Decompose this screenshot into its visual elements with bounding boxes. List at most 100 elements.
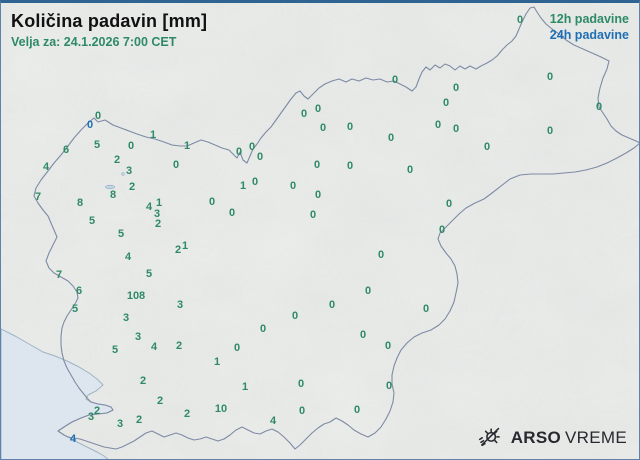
station-value: 4: [42, 161, 50, 173]
station-value: 0: [346, 121, 354, 133]
station-value: 0: [391, 74, 399, 86]
station-value: 10: [214, 403, 228, 415]
station-value: 0: [438, 224, 446, 236]
station-value: 0: [364, 285, 372, 297]
station-value: 2: [113, 154, 121, 166]
valid-time-label: Velja za: 24.1.2026 7:00 CET: [11, 35, 177, 49]
station-value: 1: [181, 240, 189, 252]
sun-weather-icon: [478, 427, 500, 446]
station-value: 0: [546, 71, 554, 83]
station-value: 4: [69, 433, 77, 445]
station-value: 0: [256, 151, 264, 163]
logo-text: ARSO VREME: [511, 428, 627, 448]
station-value: 0: [353, 404, 361, 416]
station-value: 5: [117, 228, 125, 240]
station-value: 0: [406, 164, 414, 176]
station-value: 0: [259, 323, 267, 335]
station-value: 7: [34, 191, 42, 203]
station-value: 0: [289, 180, 297, 192]
lake-bohinj: [105, 184, 115, 190]
station-value: 2: [174, 244, 182, 256]
slovenia-basemap: [1, 3, 639, 459]
station-value: 4: [150, 341, 158, 353]
station-value: 0: [314, 103, 322, 115]
station-value: 0: [208, 196, 216, 208]
station-value: 2: [154, 218, 162, 230]
station-value: 2: [128, 181, 136, 193]
station-value: 0: [297, 378, 305, 390]
station-value: 0: [298, 405, 306, 417]
slovenia-border: [33, 6, 639, 450]
station-value: 0: [377, 249, 385, 261]
station-value: 0: [248, 141, 256, 153]
station-value: 1: [213, 356, 221, 368]
station-value: 0: [291, 310, 299, 322]
station-value: 3: [122, 312, 130, 324]
legend-item-12h: 12h padavine: [549, 12, 629, 26]
station-value: 2: [183, 408, 191, 420]
station-value: 1: [155, 197, 163, 209]
station-value: 1: [149, 129, 157, 141]
stations-layer: 0 0 0 1 5 0 6 1 2 4 0 3 2 7 8 8 1 4 3 2 5 5 1 2 4 5 7 6 108 3 5 3 3 4 2 5 0 0…: [1, 3, 639, 459]
station-value: 7: [55, 269, 63, 281]
legend: 12h padavine 24h padavine: [550, 11, 629, 43]
station-value: 0: [328, 299, 336, 311]
station-value: 108: [126, 290, 146, 302]
station-value: 0: [595, 101, 603, 113]
station-value: 0: [452, 123, 460, 135]
station-value: 3: [134, 331, 142, 343]
station-value: 0: [422, 303, 430, 315]
station-value: 0: [384, 340, 392, 352]
station-value: 8: [76, 197, 84, 209]
station-value: 4: [124, 251, 132, 263]
station-value: 6: [62, 144, 70, 156]
station-value: 0: [172, 159, 180, 171]
station-value: 0: [233, 342, 241, 354]
station-value: 3: [116, 418, 124, 430]
station-value: 0: [359, 329, 367, 341]
logo-text-bold: ARSO: [510, 427, 562, 447]
station-value: 0: [251, 176, 259, 188]
station-value: 5: [88, 215, 96, 227]
legend-item-24h: 24h padavine: [549, 28, 629, 42]
station-value: 0: [385, 380, 393, 392]
station-value: 5: [145, 268, 153, 280]
station-value: 1: [239, 180, 247, 192]
station-value: 2: [139, 375, 147, 387]
station-value: 0: [235, 146, 243, 158]
station-value: 1: [183, 140, 191, 152]
station-value: 0: [546, 125, 554, 137]
station-value: 0: [309, 209, 317, 221]
station-value: 2: [175, 340, 183, 352]
station-value: 0: [452, 82, 460, 94]
station-value: 0: [314, 189, 322, 201]
station-value: 2: [135, 414, 143, 426]
station-value: 5: [93, 139, 101, 151]
station-value: 4: [145, 201, 153, 213]
station-value: 2: [93, 405, 101, 417]
station-value: 5: [111, 344, 119, 356]
station-value: 0: [346, 160, 354, 172]
station-value: 0: [445, 198, 453, 210]
station-value: 4: [269, 415, 277, 427]
station-value: 8: [109, 189, 117, 201]
station-value: 0: [516, 14, 524, 26]
arso-vreme-logo: ARSO VREME: [477, 425, 627, 450]
station-value: 0: [387, 132, 395, 144]
station-value: 0: [127, 140, 135, 152]
station-value: 0: [442, 97, 450, 109]
lake-bled: [121, 172, 125, 176]
station-value: 2: [156, 395, 164, 407]
station-value: 0: [434, 119, 442, 131]
station-value: 3: [176, 299, 184, 311]
station-value: 5: [71, 303, 79, 315]
station-value: 3: [87, 411, 95, 423]
station-value: 0: [94, 110, 102, 122]
station-value: 0: [300, 108, 308, 120]
terrain-shading-fine: [1, 3, 639, 459]
station-value: 6: [75, 285, 83, 297]
page-title: Količina padavin [mm]: [11, 11, 208, 31]
station-value: 3: [125, 165, 133, 177]
logo-text-regular: VREME: [565, 427, 627, 447]
